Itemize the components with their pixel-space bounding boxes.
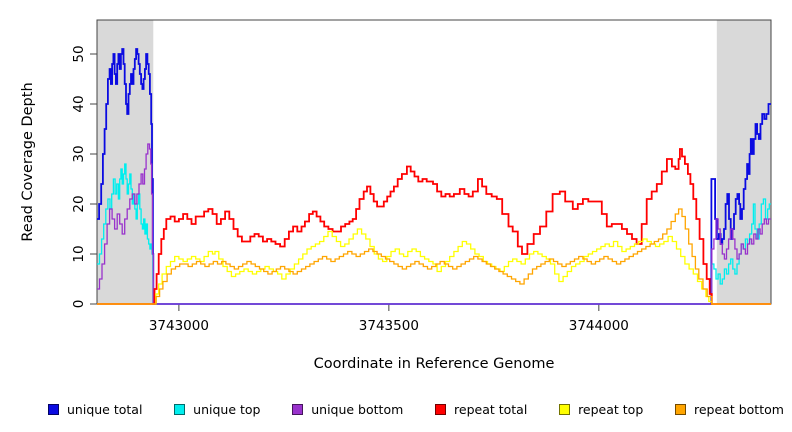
series-repeat-top [97,228,771,305]
shaded-region-1 [97,20,154,304]
legend-label: repeat top [578,401,644,417]
y-tick-label: 50 [71,45,87,62]
legend-item-repeat-total: repeat total [435,402,527,417]
y-tick-label: 0 [71,300,87,309]
x-axis-label: Coordinate in Reference Genome [313,356,555,372]
legend-label: repeat total [454,401,528,417]
legend-swatch-icon [675,403,686,415]
y-axis-label: Read Coverage Depth [20,82,36,242]
legend-swatch-icon [292,403,304,415]
x-tick-label: 3744000 [569,318,629,334]
legend: unique total unique top unique bottom repea… [48,399,784,419]
legend-item-repeat-bottom: repeat bottom [675,402,784,417]
series-unique-bottom [97,143,771,305]
series-repeat-total [97,148,771,305]
legend-label: unique bottom [311,401,404,417]
legend-swatch-icon [559,403,571,415]
legend-swatch-icon [174,403,186,415]
x-tick-label: 3743000 [149,318,209,334]
y-tick-label: 30 [71,145,87,162]
series-unique-total [97,48,771,305]
legend-item-unique-top: unique top [174,402,260,417]
series-unique-top [97,163,771,305]
legend-label: unique top [193,401,261,417]
legend-item-repeat-top: repeat top [559,402,643,417]
legend-item-unique-total: unique total [48,402,142,417]
y-tick-label: 20 [71,195,87,212]
legend-swatch-icon [48,403,59,415]
shaded-region-2 [716,20,771,304]
legend-swatch-icon [435,403,447,415]
series-repeat-bottom [97,208,771,305]
legend-label: unique total [67,401,143,417]
legend-label: repeat bottom [694,401,784,417]
y-tick-label: 40 [71,95,87,112]
coverage-plot: 0 10 20 30 40 50 3743000 3743500 3744000 [71,19,772,334]
legend-item-unique-bottom: unique bottom [292,402,403,417]
x-tick-label: 3743500 [359,318,419,334]
y-tick-label: 10 [71,245,87,262]
